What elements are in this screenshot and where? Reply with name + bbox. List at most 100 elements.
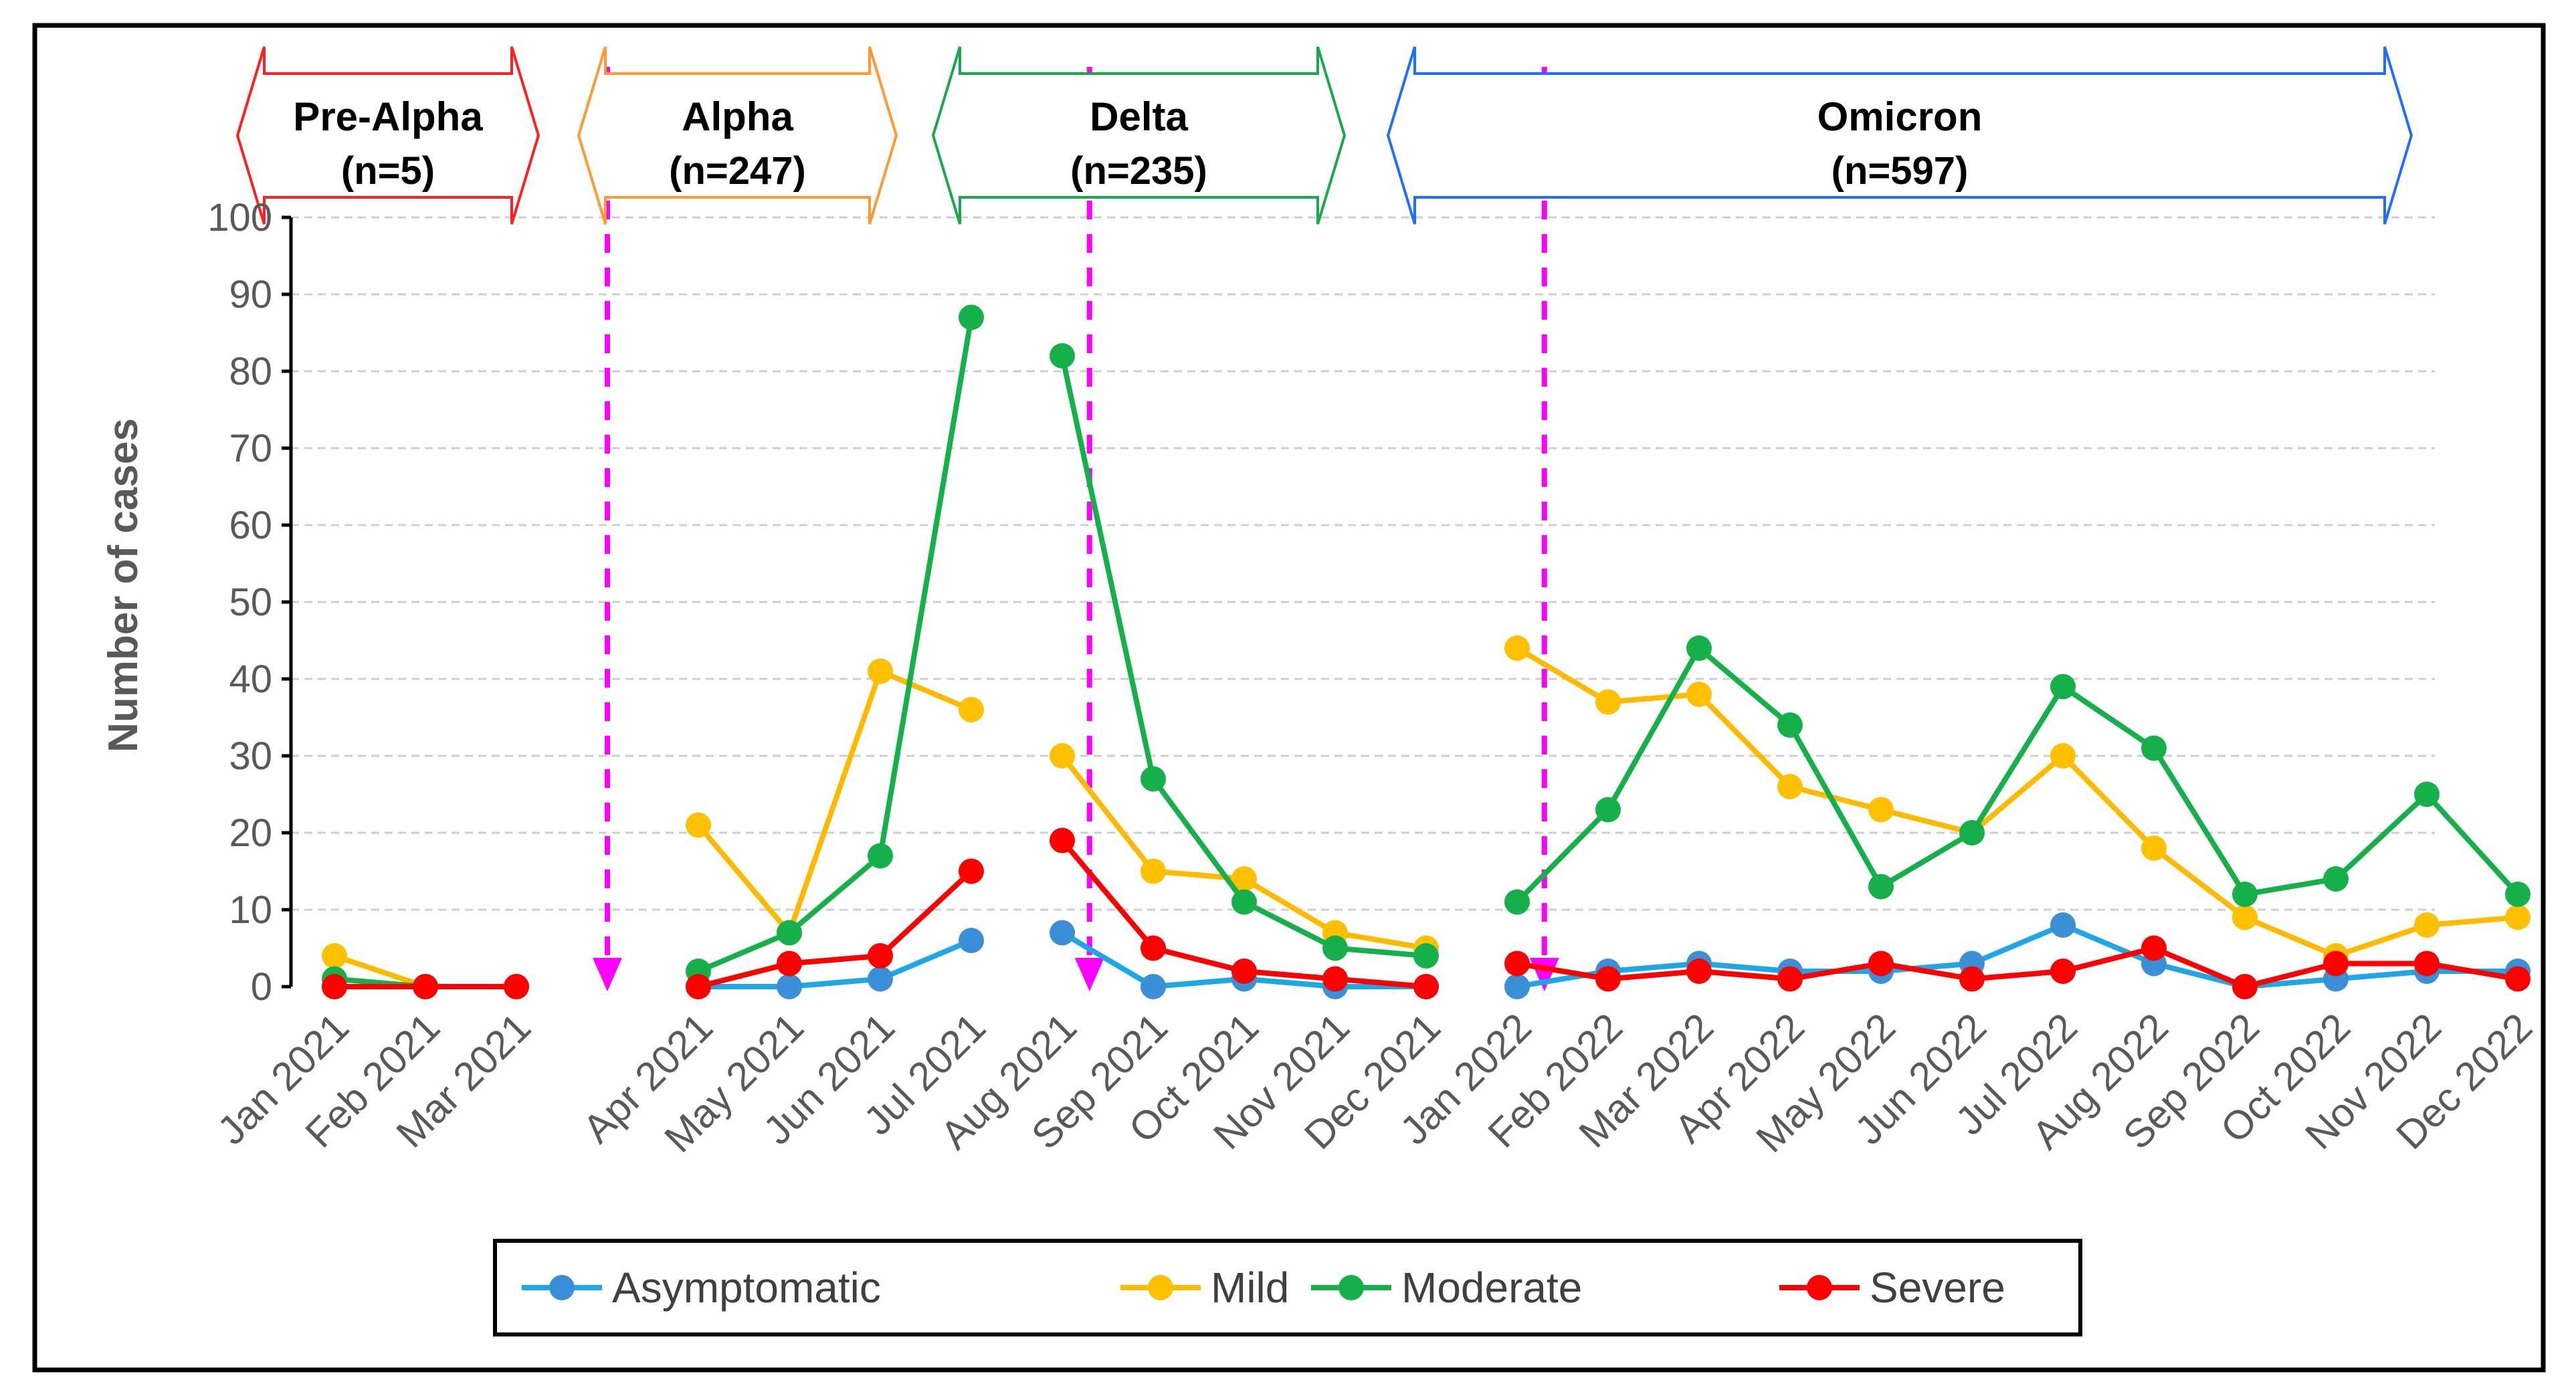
data-point xyxy=(504,974,529,999)
data-point xyxy=(322,943,347,969)
legend-label: Severe xyxy=(1870,1264,2005,1312)
data-point xyxy=(959,304,984,330)
data-point xyxy=(1050,827,1075,854)
data-point xyxy=(868,966,893,992)
data-point xyxy=(1686,682,1712,707)
data-point xyxy=(1231,889,1257,915)
variant-period-count: (n=5) xyxy=(341,149,435,193)
legend-item-asymptomatic: Asymptomatic xyxy=(522,1264,881,1312)
data-point xyxy=(1777,966,1803,992)
variant-period-banner: Alpha (n=247) xyxy=(577,46,898,225)
variant-period-name: Omicron xyxy=(1817,94,1983,139)
variant-period-banner: Delta (n=235) xyxy=(931,46,1347,225)
variant-dividers xyxy=(593,67,1559,991)
y-tick-label: 10 xyxy=(229,888,272,932)
data-point xyxy=(1141,858,1166,884)
data-point xyxy=(1777,712,1803,738)
variant-divider-arrow-icon xyxy=(593,958,622,991)
data-point xyxy=(1141,766,1166,792)
y-axis-title: Number of cases xyxy=(100,418,146,753)
data-point xyxy=(686,974,711,999)
variant-period-count: (n=597) xyxy=(1831,149,1969,193)
legend-item-mild: Mild xyxy=(1120,1264,1289,1312)
variant-period-count: (n=247) xyxy=(669,149,806,193)
data-point xyxy=(777,974,802,999)
data-point xyxy=(1959,966,1985,992)
double-arrow-icon xyxy=(931,46,1347,225)
grid-lines xyxy=(291,216,2435,911)
double-arrow-icon xyxy=(577,46,898,225)
series-line xyxy=(698,938,973,989)
chart-frame xyxy=(32,23,2546,1373)
double-arrow-icon xyxy=(1386,46,2413,225)
variant-divider-arrow-icon xyxy=(1074,958,1104,991)
variant-period-name: Pre-Alpha xyxy=(293,94,483,139)
data-point xyxy=(2232,974,2258,999)
data-point xyxy=(868,843,893,869)
axes xyxy=(282,215,293,989)
series-line xyxy=(696,668,973,936)
legend-item-severe: Severe xyxy=(1779,1264,2005,1312)
data-point xyxy=(1141,974,1166,999)
data-point xyxy=(2323,866,2349,892)
data-point xyxy=(2141,735,2167,761)
legend-label: Mild xyxy=(1211,1264,1289,1312)
data-point xyxy=(686,812,711,838)
data-point xyxy=(1777,774,1803,799)
legend: Asymptomatic Mild Moderate Severe xyxy=(493,1239,2082,1336)
series-line xyxy=(1515,645,2518,959)
data-point xyxy=(2505,966,2531,992)
variant-period-banner: Omicron (n=597) xyxy=(1386,46,2413,225)
data-point xyxy=(322,974,347,999)
data-point xyxy=(2232,882,2258,907)
data-point xyxy=(868,658,893,684)
data-series xyxy=(322,304,2531,999)
legend-marker-icon xyxy=(549,1275,575,1300)
data-point xyxy=(1141,935,1166,961)
variant-period-banners: Pre-Alpha (n=5) Alpha (n=247) Delta (n=235) Om… xyxy=(235,46,2413,225)
data-point xyxy=(2505,904,2531,930)
data-point xyxy=(1322,935,1348,961)
y-tick-label: 100 xyxy=(207,196,272,239)
legend-label: Asymptomatic xyxy=(612,1264,881,1312)
legend-marker-icon xyxy=(1148,1275,1173,1300)
data-point xyxy=(959,858,984,884)
data-point xyxy=(1595,966,1621,992)
data-point xyxy=(2141,835,2167,861)
legend-marker-icon xyxy=(1807,1275,1832,1300)
data-point xyxy=(1413,974,1439,999)
legend-marker-icon xyxy=(1339,1275,1364,1300)
data-point xyxy=(1868,874,1894,900)
data-point xyxy=(1050,743,1075,769)
y-tick-label: 30 xyxy=(229,734,272,778)
data-point xyxy=(1504,889,1530,915)
double-arrow-icon xyxy=(235,46,540,225)
y-tick-label: 70 xyxy=(229,427,272,470)
data-point xyxy=(1595,689,1621,715)
data-point xyxy=(868,943,893,969)
variant-period-banner: Pre-Alpha (n=5) xyxy=(235,46,540,225)
data-point xyxy=(959,928,984,953)
data-point xyxy=(959,697,984,722)
y-tick-label: 80 xyxy=(229,350,272,393)
data-point xyxy=(2050,959,2076,984)
variant-period-name: Delta xyxy=(1090,94,1188,139)
data-point xyxy=(2050,912,2076,938)
series-line xyxy=(1516,922,2518,989)
series-line xyxy=(1516,945,2518,989)
data-point xyxy=(777,920,802,946)
series-severe xyxy=(322,827,2531,999)
data-point xyxy=(413,974,438,999)
data-point xyxy=(1231,866,1257,892)
series-line xyxy=(697,316,974,974)
y-tick-label: 50 xyxy=(229,581,272,624)
y-tick-label: 60 xyxy=(229,504,272,547)
data-point xyxy=(1868,797,1894,823)
y-tick-label: 90 xyxy=(229,273,272,316)
data-point xyxy=(777,951,802,977)
variant-period-name: Alpha xyxy=(682,94,793,139)
data-point xyxy=(1959,820,1985,845)
y-tick-label: 40 xyxy=(229,658,272,701)
y-tick-label: 20 xyxy=(229,811,272,855)
legend-label: Moderate xyxy=(1401,1264,1582,1312)
